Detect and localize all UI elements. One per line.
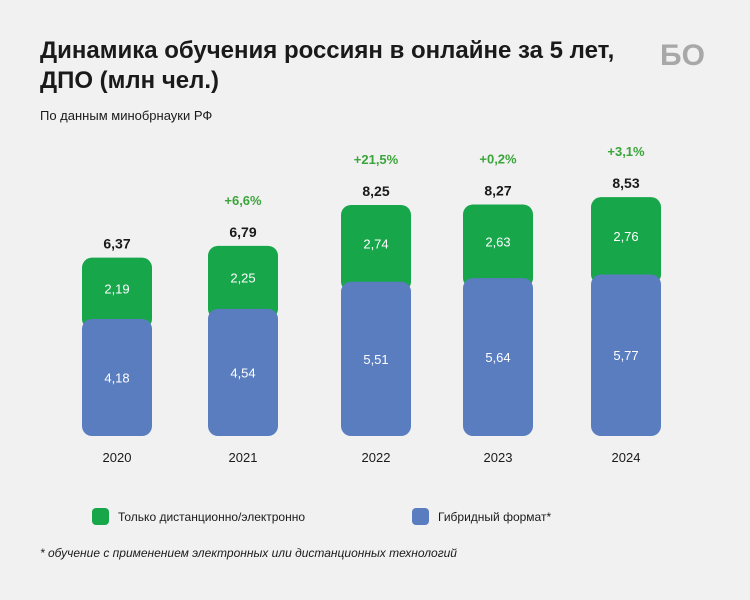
x-tick-2024: 2024 (612, 450, 641, 465)
change-label-2021: +6,6% (224, 193, 262, 208)
legend-swatch-hybrid (412, 508, 429, 525)
total-label-2021: 6,79 (229, 224, 256, 240)
x-tick-2020: 2020 (103, 450, 132, 465)
bo-logo: БО (660, 39, 705, 70)
bar-hybrid-2023 (463, 278, 533, 436)
bar-online-2023 (463, 204, 533, 289)
chart-subtitle: По данным минобрнауки РФ (40, 108, 213, 123)
bar-online-2020 (82, 257, 152, 329)
legend-item-hybrid: Гибридный формат* (412, 508, 551, 525)
total-label-2024: 8,53 (612, 175, 639, 191)
value-label-hybrid-2024: 5,77 (613, 348, 638, 363)
value-label-online-2020: 2,19 (104, 281, 129, 296)
value-label-hybrid-2022: 5,51 (363, 352, 388, 367)
change-label-2023: +0,2% (479, 151, 517, 166)
bar-online-2021 (208, 245, 278, 319)
x-tick-2022: 2022 (362, 450, 391, 465)
x-tick-2023: 2023 (484, 450, 513, 465)
bar-chart: 4,18 2,19 6,37 2020 4,54 2,25 6,79 +6,6% 2021 5,5… (82, 144, 661, 465)
total-label-2023: 8,27 (484, 182, 511, 198)
chart-title: Динамика обучения россиян в онлайне за 5… (40, 37, 615, 94)
footnote: * обучение с применением электронных или… (40, 546, 457, 560)
legend-swatch-online (92, 508, 109, 525)
bar-online-2022 (341, 205, 411, 292)
total-label-2022: 8,25 (362, 183, 389, 199)
bar-hybrid-2021 (208, 308, 278, 436)
legend-item-online: Только дистанционно/электронно (92, 508, 305, 525)
value-label-hybrid-2020: 4,18 (104, 370, 129, 385)
bar-hybrid-2020 (82, 318, 152, 436)
value-label-online-2021: 2,25 (230, 270, 255, 285)
bar-hybrid-2022 (341, 281, 411, 436)
total-label-2020: 6,37 (103, 236, 130, 252)
change-label-2024: +3,1% (607, 144, 645, 159)
x-tick-2021: 2021 (229, 450, 258, 465)
bar-hybrid-2024 (591, 274, 661, 436)
value-label-online-2023: 2,63 (485, 234, 510, 249)
change-label-2022: +21,5% (354, 152, 399, 167)
legend-label-hybrid: Гибридный формат* (438, 509, 552, 524)
value-label-online-2022: 2,74 (363, 236, 388, 251)
bo-logo-text: БО (660, 39, 705, 70)
legend-label-online: Только дистанционно/электронно (118, 509, 306, 524)
value-label-hybrid-2021: 4,54 (230, 365, 255, 380)
value-label-online-2024: 2,76 (613, 229, 638, 244)
value-label-hybrid-2023: 5,64 (485, 350, 510, 365)
bar-online-2024 (591, 197, 661, 285)
